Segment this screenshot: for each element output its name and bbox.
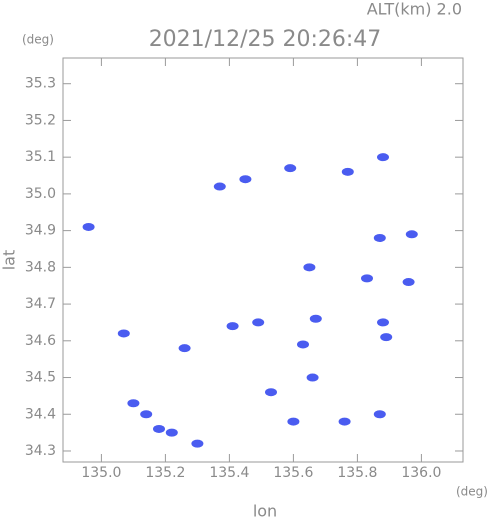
radar-echo: [213, 182, 226, 191]
x-tick-label: 135.2: [145, 465, 185, 481]
y-tick-label: 34.8: [25, 259, 56, 275]
radar-echo: [117, 329, 130, 338]
y-tick-label: 35.1: [25, 149, 56, 165]
radar-echo: [178, 344, 191, 353]
x-tick-label: 135.0: [81, 465, 121, 481]
radar-echo: [165, 428, 178, 437]
radar-echo: [239, 175, 252, 184]
radar-echo: [284, 164, 297, 173]
y-tick-label: 35.0: [25, 186, 56, 202]
x-tick-label: 135.8: [337, 465, 377, 481]
altitude-label: ALT(km) 2.0: [367, 0, 462, 19]
x-tick-label: 136.0: [401, 465, 441, 481]
x-axis-label: lon: [253, 502, 277, 521]
radar-echo: [306, 373, 319, 382]
radar-echo: [82, 222, 95, 231]
radar-echo: [297, 340, 309, 349]
radar-echo: [287, 417, 300, 426]
y-unit: (deg): [22, 33, 54, 47]
radar-echo: [361, 274, 373, 283]
x-tick-label: 135.4: [209, 465, 249, 481]
x-unit: (deg): [456, 485, 488, 499]
y-tick-label: 34.6: [25, 333, 56, 349]
radar-echo: [127, 399, 140, 408]
radar-echo: [303, 263, 316, 272]
radar-echo: [373, 233, 386, 242]
radar-echo: [226, 322, 239, 331]
radar-echo: [191, 439, 204, 448]
y-tick-label: 34.9: [25, 223, 56, 239]
radar-echo: [252, 318, 265, 327]
y-tick-label: 35.2: [25, 112, 56, 128]
radar-echo: [309, 314, 322, 323]
radar-echo: [377, 318, 389, 327]
radar-echo: [377, 153, 389, 162]
radar-echo: [373, 410, 386, 419]
radar-echo: [402, 278, 415, 287]
x-tick-label: 135.6: [273, 465, 313, 481]
plot-frame: [62, 57, 464, 463]
radar-echo: [265, 388, 277, 397]
y-tick-label: 34.5: [25, 370, 56, 386]
radar-echo: [380, 333, 393, 342]
radar-echo: [153, 424, 165, 433]
chart-title: 2021/12/25 20:26:47: [149, 27, 382, 52]
y-tick-label: 35.3: [25, 76, 56, 92]
radar-echo: [405, 230, 418, 239]
radar-echo: [140, 410, 153, 419]
y-tick-label: 34.7: [25, 296, 56, 312]
radar-echo: [341, 167, 354, 176]
y-tick-label: 34.3: [25, 443, 56, 459]
radar-echo: [338, 417, 351, 426]
y-axis-label: lat: [0, 250, 19, 271]
y-tick-label: 34.4: [25, 406, 56, 422]
